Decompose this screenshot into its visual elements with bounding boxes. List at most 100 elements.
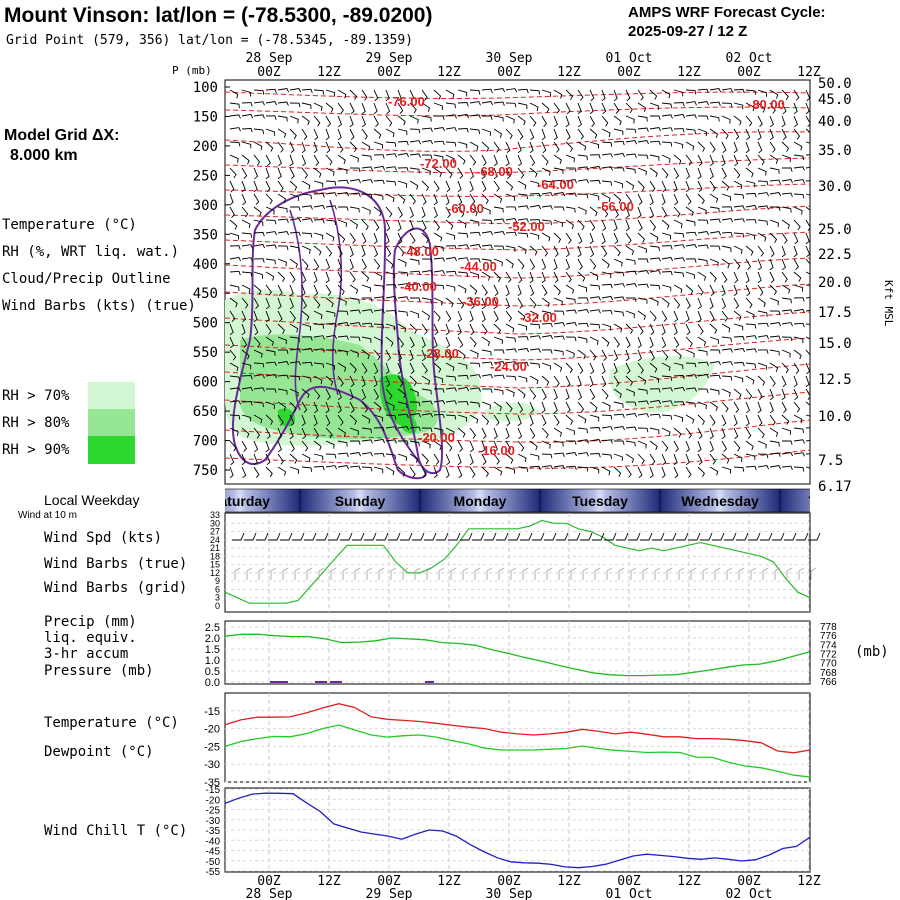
wind-barb (625, 440, 636, 447)
wind-barb (529, 167, 538, 178)
wind-barb (733, 180, 743, 190)
wind-barb (409, 323, 418, 334)
wind-barb (577, 466, 589, 472)
wind-barb (361, 258, 367, 271)
wind-barb (457, 466, 463, 479)
wind-barb (733, 205, 745, 210)
wind-barb (661, 453, 667, 466)
wind-barb (709, 414, 716, 426)
wind-barb (541, 349, 553, 354)
wind-barb (769, 401, 774, 414)
wind-barb (637, 283, 649, 289)
wind-barb (481, 154, 487, 167)
wind-barb (601, 128, 611, 138)
wind-barb (493, 414, 500, 426)
wind-barb (325, 245, 333, 257)
wind-barb (289, 284, 294, 297)
wind-barb (601, 414, 613, 420)
wind-barb (409, 128, 421, 134)
time-tick-bottom: 00Z (737, 874, 761, 889)
wind-barb (697, 414, 705, 426)
wind-barb (529, 232, 540, 240)
wind-barb (385, 439, 397, 444)
wind-barb (769, 128, 774, 141)
wind-barb (373, 258, 381, 270)
wind-barb (625, 270, 637, 275)
wind-barb (277, 193, 287, 203)
wind-barb (661, 141, 673, 147)
wind-barb (793, 375, 798, 388)
wind-barb (481, 128, 491, 136)
wind-barb (409, 270, 421, 276)
wind-barb (361, 271, 370, 282)
wind-barb (661, 193, 666, 206)
wind-barb (805, 206, 810, 211)
wind-barb (709, 401, 718, 412)
wind-barb (433, 270, 446, 275)
wind-barb-grid (510, 567, 517, 580)
wind-barb (697, 141, 706, 152)
wind-barb (589, 349, 597, 361)
cloud-outline (289, 209, 303, 411)
wind-barb (661, 349, 669, 361)
wind-barb (505, 206, 517, 211)
height-tick-label: 35.0 (818, 143, 852, 159)
wind-tick-label: 12 (210, 568, 220, 578)
wind-barb (613, 232, 619, 245)
wind-barb-true (712, 532, 725, 541)
wind-barb (505, 231, 517, 237)
wind-barb (313, 128, 319, 141)
wind-barb (685, 453, 690, 466)
wind-barb (721, 348, 733, 353)
wind-barb (385, 115, 393, 127)
wind-barb (229, 180, 235, 193)
wind-barb (373, 179, 385, 185)
wind-barb (325, 465, 338, 470)
wind-barb (361, 166, 373, 171)
wind-tick-label: 33 (210, 510, 220, 520)
wind-barb (349, 336, 361, 342)
wind-barb (721, 102, 733, 108)
wind-barb (793, 166, 805, 171)
wind-barb (409, 282, 422, 288)
wind-barb (673, 154, 682, 165)
wind-barb (433, 180, 440, 192)
wind-barb (445, 206, 451, 219)
wind-barb (625, 375, 633, 387)
wind-barb (769, 321, 782, 327)
wind-barb (385, 153, 397, 158)
wind-barb (349, 141, 357, 153)
wind-barb (421, 400, 433, 405)
wind-barb (445, 310, 452, 322)
wind-barb (337, 141, 344, 153)
wind-barb (529, 115, 537, 127)
wind-barb (565, 219, 575, 229)
wind-barb (337, 191, 350, 197)
wind-barb (385, 426, 397, 431)
wind-barb (457, 206, 465, 218)
wind-barb (481, 284, 488, 296)
wind-barb (637, 245, 647, 254)
wind-barb (625, 349, 630, 362)
wind-barb (385, 141, 397, 147)
wind-barb (589, 375, 594, 388)
temperature-contour-label: -56.00 (597, 199, 634, 214)
wind-barb (457, 180, 462, 193)
wind-barb (673, 206, 681, 218)
wind-barb (553, 362, 563, 372)
wind-barb (757, 349, 769, 354)
wind-barb (553, 297, 563, 306)
wind-panel-frame (224, 512, 811, 613)
wind-barb (541, 115, 547, 128)
wind-barb (757, 180, 769, 186)
wind-barb (241, 206, 249, 218)
wind-barb (253, 193, 260, 205)
wind-barb (421, 349, 426, 362)
wind-barb (469, 414, 479, 424)
wind-barb (277, 440, 282, 453)
wind-barb (325, 453, 337, 459)
wind-barb (313, 284, 319, 297)
rh-90-region (277, 408, 295, 427)
wind-barb (265, 115, 277, 120)
wind-barb (781, 141, 790, 152)
